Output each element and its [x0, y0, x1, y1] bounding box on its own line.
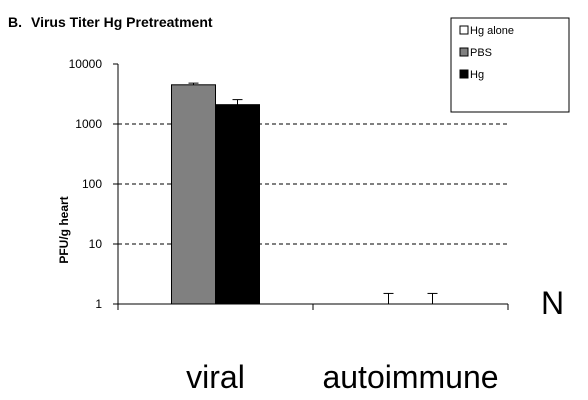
legend-swatch	[459, 47, 469, 57]
category-label: autoimmune	[322, 359, 498, 395]
y-tick-label: 100	[82, 177, 102, 191]
legend: Hg alone PBS Hg	[450, 17, 570, 113]
legend-label: Hg alone	[470, 25, 514, 37]
bar-pbs	[171, 84, 216, 305]
legend-box	[450, 17, 570, 113]
category-label: viral	[186, 359, 245, 395]
legend-label: PBS	[470, 47, 492, 59]
y-axis-title: PFU/g heart	[57, 196, 71, 263]
category-labels: viral autoimmune	[186, 359, 498, 395]
annotation-text: N	[541, 285, 564, 321]
legend-swatch	[459, 69, 469, 79]
chart-title: Virus Titer Hg Pretreatment	[31, 14, 213, 30]
plot-area: 1 10 100 1000 10000	[69, 57, 509, 311]
y-tick-label: 10	[89, 237, 103, 251]
y-tick-label: 1	[95, 297, 102, 311]
legend-swatch	[459, 25, 469, 35]
bar-hg	[215, 104, 260, 305]
legend-label: Hg	[470, 69, 484, 81]
y-tick-label: 1000	[75, 117, 102, 131]
panel-label: B.	[8, 14, 22, 30]
y-tick-label: 10000	[69, 57, 103, 71]
